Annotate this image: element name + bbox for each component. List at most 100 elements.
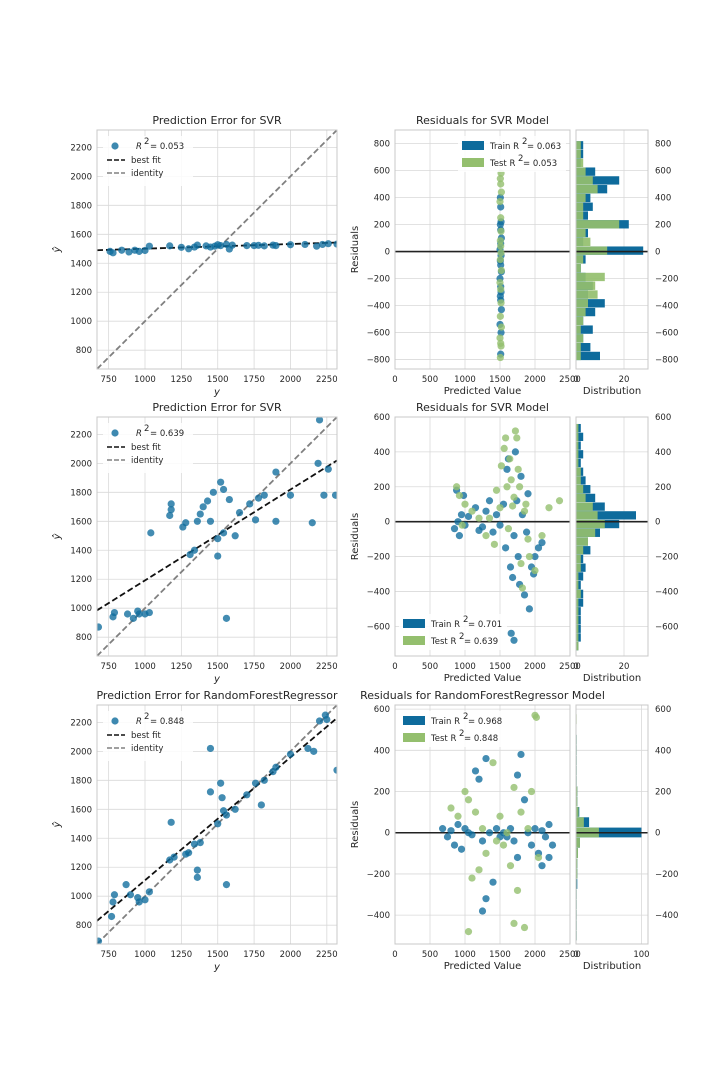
y-tick-label: 1600 [70, 805, 92, 815]
histogram-test-bar [576, 837, 580, 848]
histogram-x-tick-label: 100 [633, 950, 649, 960]
test-point [500, 444, 508, 453]
scatter-point [286, 491, 295, 499]
test-point [510, 919, 518, 927]
x-tick-label: 1500 [489, 662, 511, 672]
y-axis-label: Residuals [350, 801, 361, 848]
y-tick-label: 1200 [70, 575, 92, 585]
plot-frame [394, 416, 571, 657]
train-point [510, 532, 518, 540]
histogram-test-bar [576, 316, 584, 326]
histogram-y-tick-label: −800 [655, 356, 678, 366]
histogram-test-bar [576, 193, 586, 203]
y-tick-label: 600 [374, 705, 390, 715]
histogram-x-axis-label: Distribution [583, 673, 641, 684]
y-tick-label: 2200 [70, 430, 92, 440]
test-point [453, 483, 461, 491]
x-tick-label: 2500 [559, 950, 581, 960]
train-point [457, 845, 466, 853]
legend-r2-superscript: 2 [144, 712, 149, 722]
test-point [522, 500, 530, 508]
best-fit-line [97, 717, 337, 922]
histogram-test-bar [576, 290, 598, 299]
train-point [520, 796, 529, 804]
legend-identity-label: identity [131, 169, 163, 179]
x-axis-label: Predicted Value [444, 386, 522, 397]
test-point [497, 180, 505, 188]
train-point [482, 754, 490, 763]
train-point [538, 539, 546, 547]
histogram-y-tick-label: −400 [655, 911, 678, 921]
scatter-point [214, 552, 222, 560]
scatter-point [109, 898, 117, 906]
x-tick-label: 500 [422, 950, 438, 960]
histogram-test-bar [576, 334, 584, 343]
x-tick-label: 2250 [316, 375, 338, 385]
test-point [510, 493, 518, 501]
histogram-test-bar [576, 624, 579, 633]
histogram-test-bar [576, 158, 584, 168]
histogram-x-tick-label: 20 [619, 375, 630, 385]
histogram-test-bar [576, 441, 579, 450]
histogram-test-bar [576, 633, 579, 642]
histogram-test-bar [576, 528, 596, 537]
y-tick-label: 600 [374, 413, 390, 423]
train-point [457, 511, 466, 519]
test-point [524, 535, 532, 543]
x-tick-label: 1250 [171, 375, 193, 385]
histogram-y-tick-label: 400 [655, 194, 671, 204]
scatter-point [167, 818, 175, 826]
test-point [518, 584, 527, 592]
x-axis-label: y [213, 387, 221, 398]
scatter-point [231, 532, 239, 540]
histogram-train-bar [576, 176, 620, 185]
y-tick-label: 200 [374, 221, 390, 231]
histogram-test-bar [576, 796, 578, 807]
scatter-point [310, 747, 318, 755]
histogram-y-tick-label: −600 [655, 329, 678, 339]
histogram-test-bar [576, 307, 586, 317]
test-point [507, 476, 515, 484]
histogram-panel-6: 0 100 −400 −200 0 200 400 600 Distribution [573, 704, 678, 972]
legend-r2-label: R [136, 429, 142, 439]
scatter-point [203, 497, 212, 505]
train-point [447, 827, 455, 835]
legend-test-value: = 0.639 [464, 637, 498, 647]
legend-point-marker [111, 717, 119, 725]
test-point [496, 175, 504, 183]
test-point [496, 353, 504, 362]
test-point [506, 455, 514, 463]
legend-train-label: Train R [430, 620, 460, 630]
histogram-train-bar [576, 246, 644, 255]
test-point [496, 197, 504, 206]
scatter-point [110, 608, 119, 617]
legend-r2-value: = 0.639 [150, 429, 184, 439]
histogram-train-bar [576, 598, 584, 607]
test-point [447, 804, 455, 812]
train-point [489, 528, 497, 536]
test-point [532, 713, 541, 721]
scatter-point [243, 241, 251, 250]
x-tick-label: 0 [392, 950, 397, 960]
histogram-train-bar [576, 202, 593, 211]
histogram-train-bar [576, 511, 636, 520]
legend-train-marker [462, 141, 484, 150]
scatter-point [185, 245, 193, 253]
scatter-point [145, 242, 153, 250]
y-tick-label: −600 [367, 329, 390, 339]
test-point [468, 874, 476, 882]
test-point [482, 532, 490, 540]
train-point [510, 636, 518, 644]
x-tick-label: 1000 [454, 662, 476, 672]
y-tick-label: 1400 [70, 259, 92, 269]
train-point [496, 521, 504, 529]
histogram-test-bar [576, 211, 584, 220]
x-axis-label: y [213, 674, 221, 685]
scatter-point [97, 937, 103, 944]
y-tick-label: 200 [374, 788, 390, 798]
train-point [517, 750, 525, 759]
histogram-test-bar [576, 423, 579, 433]
scatter-point [193, 873, 201, 881]
scatter-point [214, 820, 222, 828]
test-point [534, 853, 543, 862]
